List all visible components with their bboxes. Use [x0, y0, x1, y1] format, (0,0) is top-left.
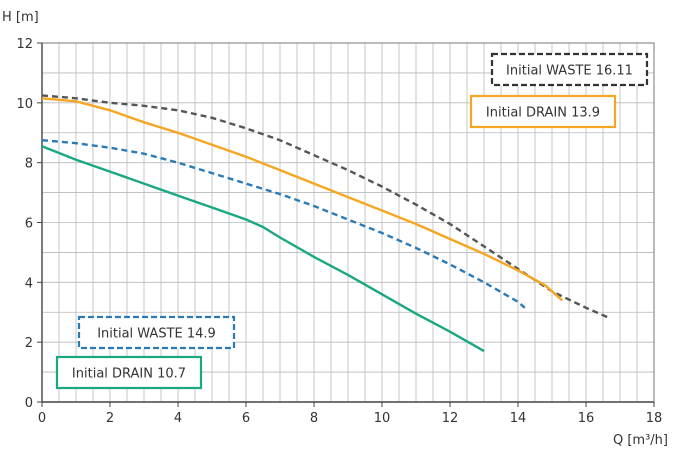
x-tick-label: 10: [374, 411, 391, 426]
series-lines: [41, 94, 611, 353]
x-tick-label: 14: [510, 411, 527, 426]
y-axis-label: H [m]: [2, 10, 39, 25]
series-line-initial-drain-13-9: [41, 97, 563, 302]
series-line-initial-drain-10-7: [41, 145, 485, 353]
x-tick-label: 6: [242, 411, 250, 426]
x-tick-label: 12: [442, 411, 459, 426]
y-tick-label: 6: [25, 217, 33, 232]
legend-item: Initial WASTE 16.11: [490, 52, 649, 87]
legend: Initial WASTE 16.11 Initial DRAIN 13.9 Ini…: [55, 52, 649, 390]
y-tick-label: 12: [16, 37, 33, 52]
legend-label: Initial DRAIN 13.9: [486, 106, 600, 121]
legend-box: [77, 315, 236, 350]
x-tick-label: 2: [106, 411, 114, 426]
legend-item: Initial DRAIN 13.9: [469, 94, 617, 129]
tick-labels: 0 2 4 6 8 10 12 14 16 18 0 2 4 6 8 10 12: [16, 37, 662, 426]
x-tick-label: 8: [310, 411, 318, 426]
y-tick-label: 4: [25, 276, 33, 291]
y-tick-label: 8: [25, 157, 33, 172]
y-tick-label: 0: [25, 396, 33, 411]
x-axis-label: Q [m³/h]: [613, 433, 668, 448]
legend-label: Initial WASTE 16.11: [506, 64, 633, 79]
x-tick-label: 18: [646, 411, 663, 426]
legend-box: [55, 355, 203, 390]
legend-label: Initial WASTE 14.9: [97, 327, 216, 342]
legend-item: Initial WASTE 14.9: [77, 315, 236, 350]
legend-box: [490, 52, 649, 87]
x-tick-label: 4: [174, 411, 182, 426]
series-line-initial-waste-14-9: [41, 139, 526, 309]
x-tick-label: 0: [38, 411, 46, 426]
y-tick-label: 10: [16, 97, 33, 112]
legend-label: Initial DRAIN 10.7: [72, 367, 186, 382]
legend-box: [469, 94, 617, 129]
legend-item: Initial DRAIN 10.7: [55, 355, 203, 390]
x-tick-label: 16: [578, 411, 595, 426]
axes: [37, 42, 655, 407]
y-tick-label: 2: [25, 336, 33, 351]
